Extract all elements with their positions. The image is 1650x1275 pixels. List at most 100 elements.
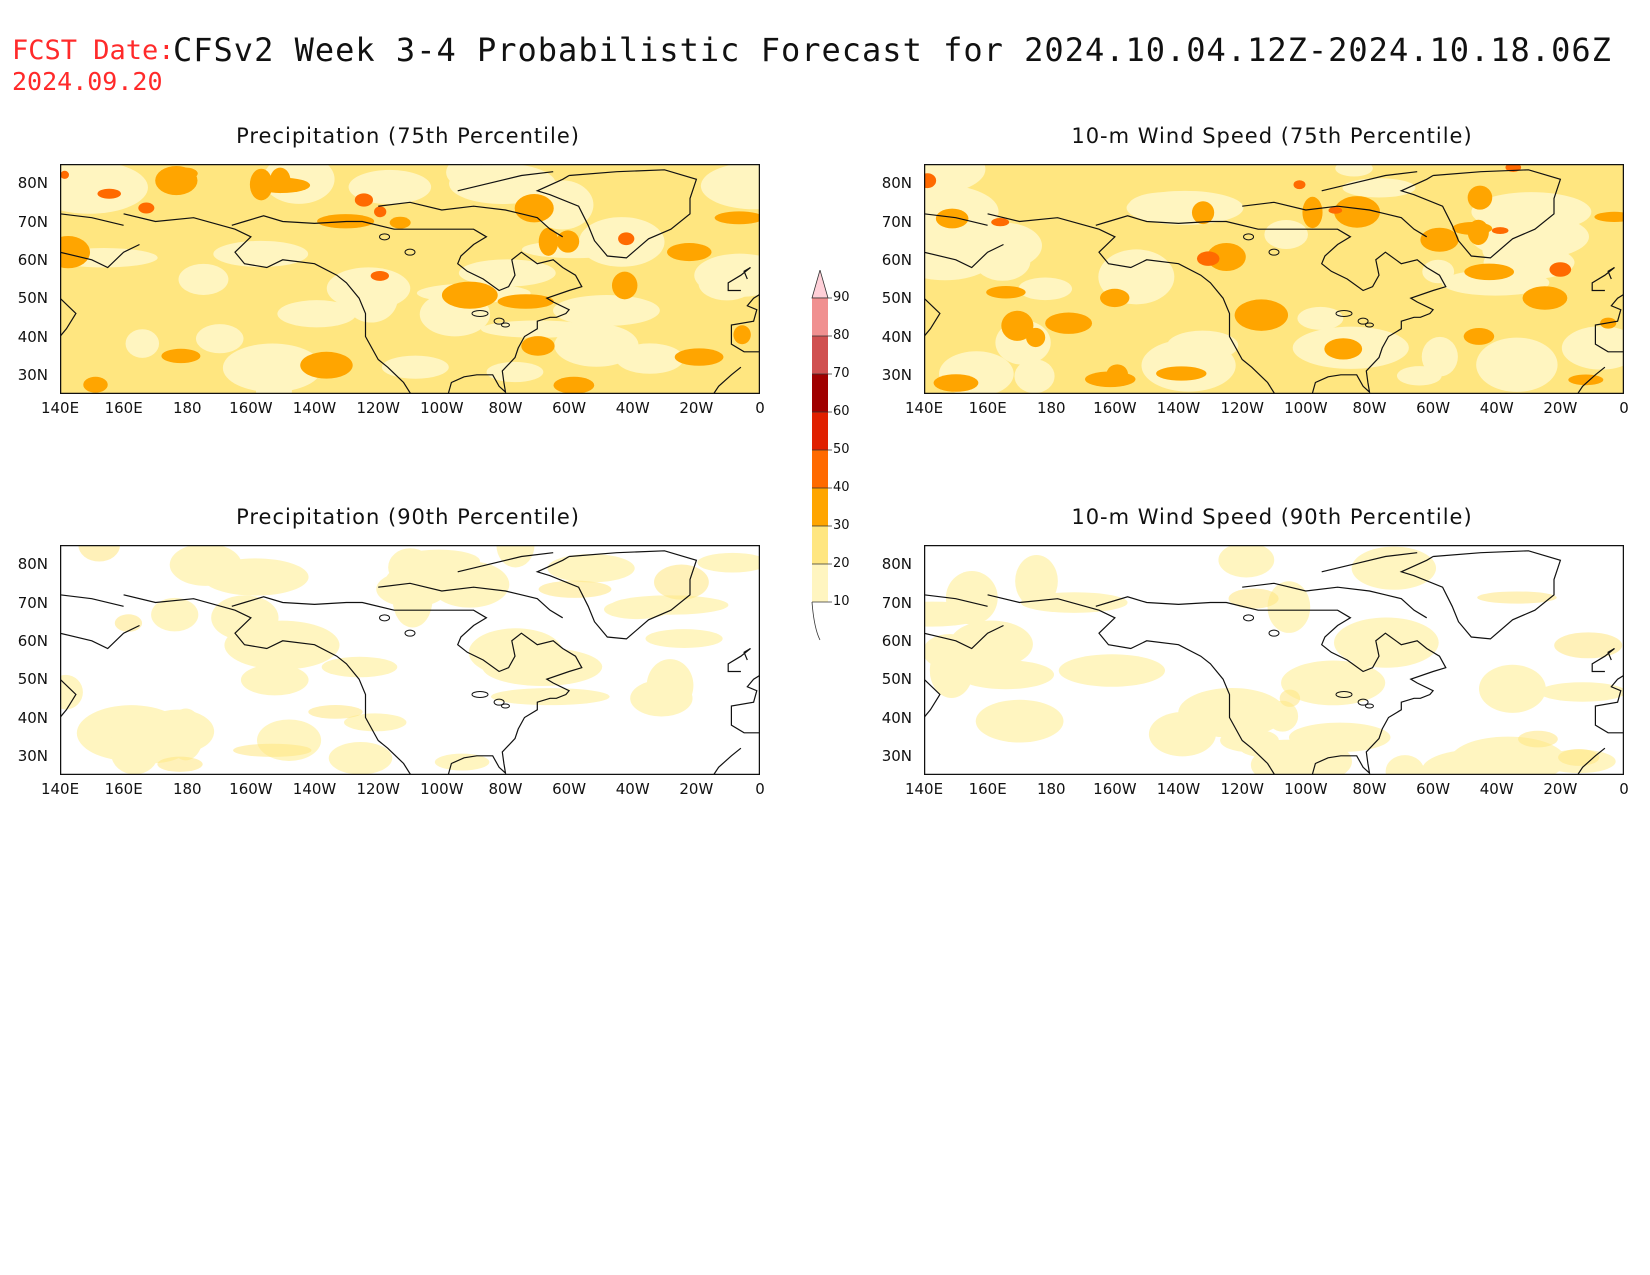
field-patch bbox=[1018, 277, 1073, 301]
field-patch bbox=[697, 552, 760, 573]
field-patch bbox=[538, 580, 612, 598]
lake-outline bbox=[404, 248, 416, 256]
lon-label: 80W bbox=[1352, 399, 1387, 417]
colorbar-swatch bbox=[812, 488, 828, 526]
lat-label: 60N bbox=[881, 631, 912, 650]
coastline bbox=[231, 596, 583, 775]
coastline bbox=[727, 266, 751, 292]
field-patch bbox=[1385, 755, 1425, 775]
forecast-date: 2024.09.20 bbox=[12, 67, 163, 96]
lon-label: 40W bbox=[1479, 780, 1514, 798]
field-patch bbox=[611, 271, 638, 300]
lon-label: 40W bbox=[615, 399, 650, 417]
lake-outline bbox=[1357, 317, 1369, 325]
lat-label: 50N bbox=[881, 289, 912, 308]
lake-outline bbox=[1268, 629, 1280, 637]
field-patch bbox=[1058, 654, 1166, 687]
field-patch bbox=[1420, 227, 1459, 252]
field-patch bbox=[269, 167, 291, 194]
field-patch bbox=[935, 208, 969, 229]
lake-outline bbox=[1335, 691, 1353, 698]
coastline bbox=[1399, 550, 1562, 640]
panel-wind-75: 10-m Wind Speed (75th Percentile) 80N 70N… bbox=[864, 124, 1644, 444]
lon-label: 80W bbox=[488, 780, 523, 798]
field-patch bbox=[1351, 546, 1437, 590]
colorbar-top-arrow bbox=[811, 268, 829, 299]
field-patch bbox=[924, 601, 986, 627]
field-patch bbox=[60, 170, 69, 179]
field-patch bbox=[161, 348, 201, 364]
map-precip-75 bbox=[60, 164, 760, 394]
lat-label: 70N bbox=[17, 212, 48, 231]
coastline bbox=[730, 293, 760, 353]
lat-label: 80N bbox=[881, 555, 912, 574]
coastline bbox=[730, 674, 760, 734]
map-precip-90 bbox=[60, 545, 760, 775]
colorbar-swatch bbox=[812, 298, 828, 336]
field-patch bbox=[1272, 740, 1352, 775]
field-patch bbox=[1396, 366, 1442, 386]
coastline bbox=[987, 594, 1276, 775]
field-patch bbox=[667, 243, 712, 262]
field-patch bbox=[924, 173, 937, 189]
field-patch bbox=[1464, 263, 1515, 281]
lon-label: 20W bbox=[1543, 780, 1578, 798]
field-patch bbox=[441, 281, 498, 309]
map-frame bbox=[924, 164, 1624, 394]
colorbar-swatch bbox=[812, 526, 828, 564]
field-patch bbox=[138, 202, 155, 214]
lon-label: 40W bbox=[615, 780, 650, 798]
coastline bbox=[60, 678, 77, 718]
colorbar: 90 80 70 60 50 40 30 20 10 bbox=[808, 268, 868, 680]
field-patch bbox=[277, 300, 357, 328]
coastline bbox=[1242, 201, 1428, 238]
field-patch bbox=[1026, 327, 1046, 348]
lake-outline bbox=[379, 233, 391, 241]
lake-outline bbox=[1357, 698, 1369, 706]
page-title: CFSv2 Week 3-4 Probabilistic Forecast fo… bbox=[173, 31, 1612, 69]
field-patch bbox=[1207, 242, 1246, 272]
field-patch bbox=[714, 211, 760, 225]
field-patch bbox=[1281, 660, 1386, 706]
field-patch bbox=[1156, 366, 1207, 381]
field-patch bbox=[1218, 545, 1275, 578]
lon-label: 160E bbox=[968, 399, 1007, 417]
lat-label: 60N bbox=[881, 250, 912, 269]
colorbar-label: 70 bbox=[833, 366, 850, 381]
field-patch bbox=[1476, 337, 1558, 392]
field-patch bbox=[1328, 206, 1343, 214]
lat-label: 50N bbox=[881, 670, 912, 689]
coastline bbox=[924, 594, 988, 607]
field-patch bbox=[321, 656, 398, 678]
colorbar-swatches bbox=[811, 268, 832, 641]
field-patch bbox=[1421, 336, 1458, 377]
lon-label: 160E bbox=[968, 780, 1007, 798]
coastline bbox=[60, 213, 124, 226]
lake-outline bbox=[1364, 322, 1374, 328]
field-patch bbox=[114, 614, 143, 632]
lon-label: 0 bbox=[755, 780, 765, 798]
field-patch bbox=[1333, 617, 1439, 668]
lon-label: 160E bbox=[104, 399, 143, 417]
coastline bbox=[535, 550, 698, 640]
field-patch bbox=[1234, 299, 1289, 331]
field-patch bbox=[700, 164, 760, 210]
field-patch bbox=[354, 193, 374, 207]
panel-precip-75: Precipitation (75th Percentile) 80N 70N 60… bbox=[0, 124, 780, 444]
colorbar-label: 30 bbox=[833, 518, 850, 533]
coastline bbox=[1594, 674, 1624, 734]
field-patch bbox=[1220, 728, 1279, 753]
lat-label: 40N bbox=[881, 327, 912, 346]
field-patch bbox=[1467, 185, 1493, 210]
lon-label: 120W bbox=[1220, 780, 1264, 798]
coastline bbox=[378, 201, 564, 238]
field-patch bbox=[1342, 178, 1416, 198]
field-patch bbox=[497, 294, 554, 309]
lon-label: 140W bbox=[292, 399, 337, 417]
map-frame bbox=[60, 164, 760, 394]
field-patch bbox=[1491, 227, 1509, 235]
field-patch bbox=[986, 286, 1026, 299]
field-patch bbox=[1477, 591, 1557, 604]
lon-label: 140E bbox=[40, 399, 80, 417]
lat-label: 30N bbox=[17, 365, 48, 384]
